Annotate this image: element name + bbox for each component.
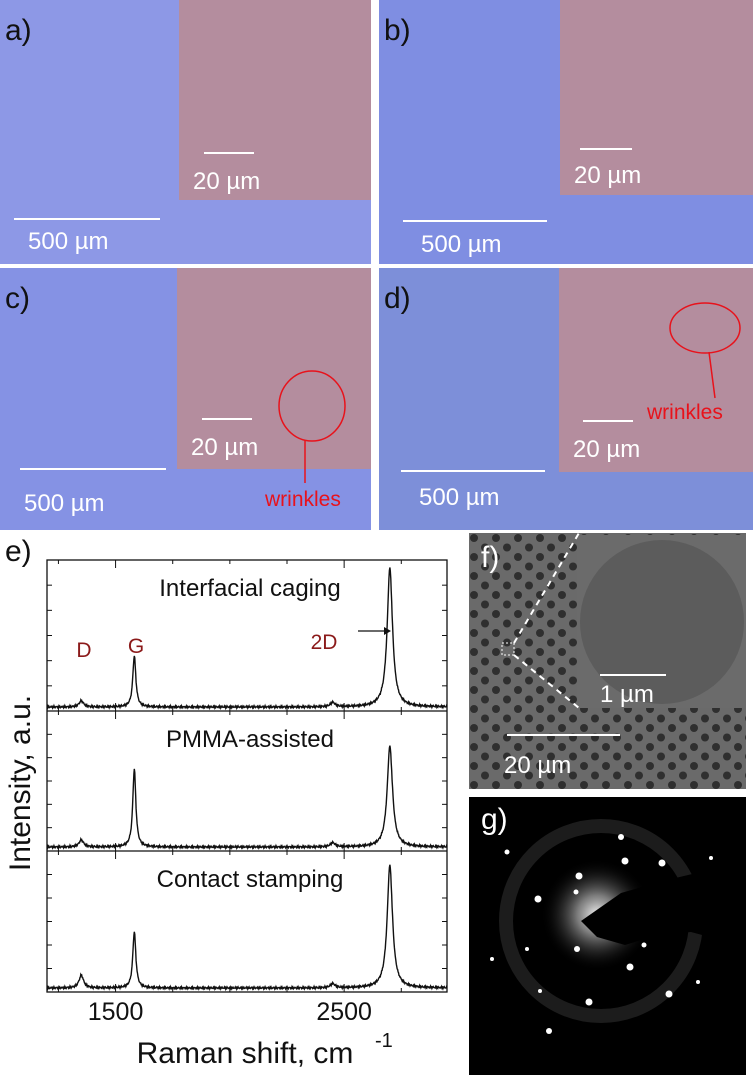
panel-c: 20 µm wrinkles c) 500 µm [0,268,371,530]
inset-scale-label: 20 µm [191,434,259,461]
peak-arrowhead [384,627,391,635]
raman-chart: Interfacial caging PMMA-assisted Contact s… [4,559,448,1070]
wrinkle-marker [669,302,741,399]
panel-b-inset: 20 µm [560,0,753,195]
y-axis-label: Intensity, a.u. [4,695,37,871]
main-scale-label: 500 µm [28,228,109,255]
main-scale-bar [401,470,545,472]
inset-scale-bar [600,674,666,676]
main-scale-label: 20 µm [504,752,572,779]
sem-image [469,533,746,789]
inset-scale-bar [204,152,254,154]
main-scale-bar [403,220,547,222]
main-scale-bar [20,468,166,470]
x-tick-label: 2500 [316,998,372,1026]
panel-label: b) [384,14,411,47]
inset-scale-label: 20 µm [574,162,642,189]
panel-label: g) [481,803,508,836]
panel-label: c) [5,282,30,315]
panel-label: a) [5,14,32,47]
panel-label: d) [384,282,411,315]
inset-scale-bar [580,148,632,150]
panel-a: 20 µm a) 500 µm [0,0,371,264]
series-label: Contact stamping [157,866,344,893]
panel-f: 1 µm 20 µm f) [469,533,746,789]
x-tick-label: 1500 [88,998,144,1026]
panel-d: 20 µm wrinkles d) 500 µm [379,268,753,530]
x-axis-label: Raman shift, cm [137,1037,354,1070]
inset-scale-label: 20 µm [573,436,641,463]
inset-scale-label: 1 µm [600,681,654,708]
plot-frame [46,559,448,993]
inset-scale-bar [202,418,252,420]
panel-g: g) [469,797,746,1075]
wrinkles-annotation: wrinkles [265,488,341,511]
panel-a-inset: 20 µm [179,0,371,200]
peak-label: 2D [311,631,338,654]
panel-e: e) Interfacial caging PMMA-assisted Contac… [0,533,460,1075]
wrinkle-marker [278,370,346,483]
peak-label: G [128,635,144,658]
main-scale-bar [14,218,160,220]
main-scale-bar [507,734,620,736]
raman-series-line [46,745,448,851]
panel-label: f) [481,541,500,574]
panel-label: e) [5,535,32,568]
panel-b: 20 µm b) 500 µm [379,0,753,264]
panel-c-inset: 20 µm [177,268,371,469]
peak-label: D [76,639,91,662]
wrinkles-annotation: wrinkles [647,401,723,424]
x-axis-label-superscript: -1 [375,1030,393,1052]
inset-scale-label: 20 µm [193,168,261,195]
series-label: Interfacial caging [159,575,340,602]
main-scale-label: 500 µm [24,490,105,517]
inset-scale-bar [583,420,633,422]
main-scale-label: 500 µm [421,231,502,258]
diffraction-pattern [490,819,746,1034]
panel-d-inset: 20 µm [559,268,753,472]
series-label: PMMA-assisted [166,726,334,753]
raman-series-line [46,567,448,711]
raman-series-line [46,864,448,992]
main-scale-label: 500 µm [419,484,500,511]
